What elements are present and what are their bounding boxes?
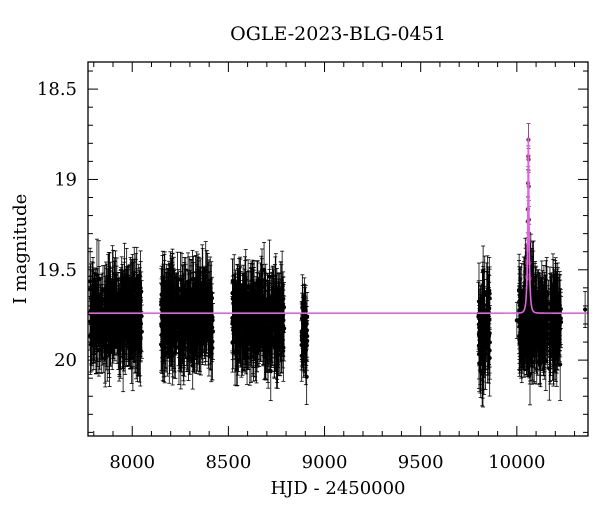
y-tick-label: 20 (54, 350, 77, 371)
x-tick-labels: 8000 8500 9000 9500 10000 (109, 452, 545, 473)
x-tick-label: 10000 (488, 452, 545, 473)
x-tick-label: 8500 (205, 452, 251, 473)
y-tick-label: 19.5 (37, 260, 77, 281)
y-tick-label: 18.5 (37, 79, 77, 100)
error-bars (88, 123, 588, 408)
x-tick-label: 9500 (398, 452, 444, 473)
x-tick-label: 8000 (109, 452, 155, 473)
y-tick-label: 19 (54, 169, 77, 190)
x-tick-label: 9000 (302, 452, 348, 473)
chart-title: OGLE-2023-BLG-0451 (230, 23, 446, 45)
y-tick-labels: 18.5 19 19.5 20 (37, 79, 77, 371)
